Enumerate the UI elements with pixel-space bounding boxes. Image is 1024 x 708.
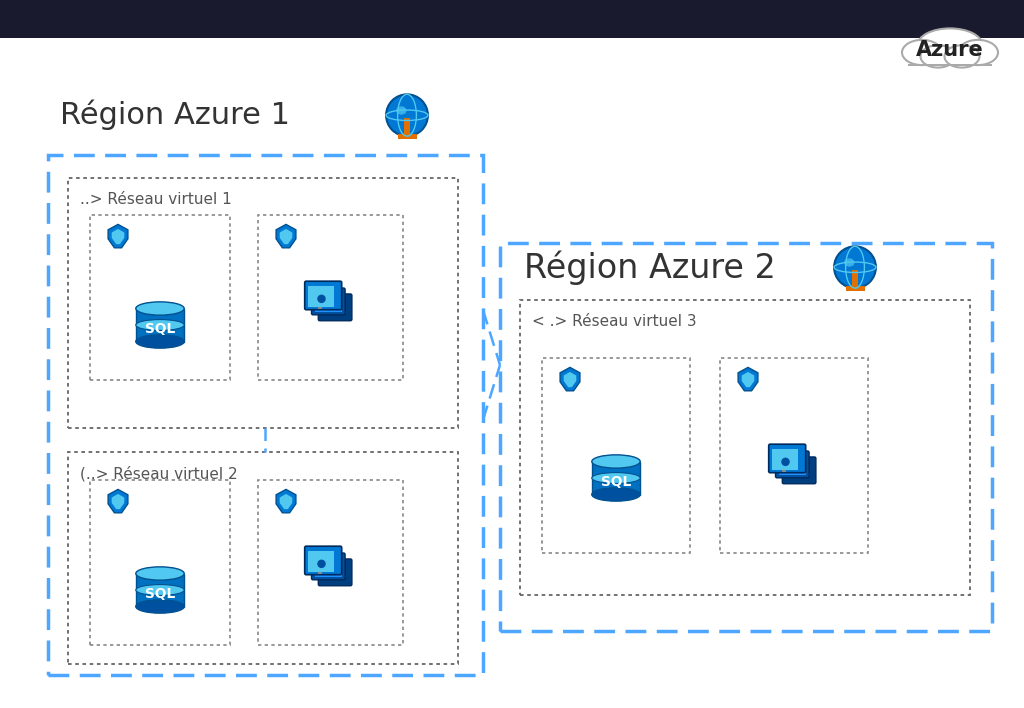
Polygon shape [109,224,128,248]
Bar [500,243,992,631]
Ellipse shape [136,335,184,348]
Ellipse shape [958,40,998,65]
Bar [520,300,970,595]
Ellipse shape [835,246,876,288]
FancyBboxPatch shape [769,444,806,473]
Polygon shape [563,372,577,387]
Ellipse shape [136,567,184,580]
Polygon shape [738,367,758,391]
FancyBboxPatch shape [314,557,342,576]
Text: SQL: SQL [601,475,631,489]
Bar [136,309,184,341]
Bar [0,0,1024,38]
Bar [592,462,640,494]
Ellipse shape [396,106,407,115]
Polygon shape [276,224,296,248]
Text: SQL: SQL [144,322,175,336]
Bar [846,286,864,291]
Polygon shape [280,494,292,509]
Ellipse shape [921,45,955,67]
Bar [542,358,690,553]
Bar [782,467,785,472]
Ellipse shape [136,302,184,315]
Text: Azure: Azure [916,40,984,60]
Bar [318,304,322,309]
Bar [404,118,410,135]
Ellipse shape [136,585,184,595]
Bar [68,452,458,664]
Bar [90,480,230,645]
Bar [318,569,322,574]
Ellipse shape [844,258,854,267]
Ellipse shape [317,295,326,303]
Text: < .> Réseau virtuel 3: < .> Réseau virtuel 3 [532,314,696,329]
FancyBboxPatch shape [775,451,809,478]
Polygon shape [741,372,755,387]
Bar [48,155,483,675]
Polygon shape [112,229,124,244]
Bar [258,480,403,645]
Ellipse shape [781,457,790,466]
FancyBboxPatch shape [308,551,334,571]
Polygon shape [109,489,128,513]
Bar [852,270,858,287]
Ellipse shape [592,488,640,501]
Bar [908,45,992,65]
Text: Région Azure 2: Région Azure 2 [524,251,776,285]
FancyBboxPatch shape [772,449,798,469]
FancyBboxPatch shape [318,559,352,586]
FancyBboxPatch shape [778,455,806,474]
Ellipse shape [918,28,982,62]
Text: SQL: SQL [144,588,175,601]
Text: (..> Réseau virtuel 2: (..> Réseau virtuel 2 [80,467,238,481]
Polygon shape [276,489,296,513]
Bar [136,573,184,607]
FancyBboxPatch shape [782,457,816,484]
FancyBboxPatch shape [308,286,334,307]
Bar [720,358,868,553]
Bar [258,215,403,380]
FancyBboxPatch shape [314,292,342,312]
Bar [908,64,992,66]
Bar [68,178,458,428]
FancyBboxPatch shape [318,294,352,321]
Ellipse shape [386,94,428,136]
Text: ..> Réseau virtuel 1: ..> Réseau virtuel 1 [80,193,231,207]
Ellipse shape [317,559,326,568]
Text: Région Azure 1: Région Azure 1 [60,100,290,130]
Bar [397,135,417,139]
Polygon shape [112,494,124,509]
Polygon shape [280,229,292,244]
FancyBboxPatch shape [311,288,345,315]
Ellipse shape [902,40,942,65]
Bar [90,215,230,380]
FancyBboxPatch shape [305,546,342,575]
Ellipse shape [136,600,184,613]
Ellipse shape [592,455,640,468]
FancyBboxPatch shape [305,281,342,309]
Polygon shape [560,367,580,391]
Ellipse shape [944,45,980,67]
Ellipse shape [592,472,640,484]
Ellipse shape [136,319,184,331]
FancyBboxPatch shape [311,553,345,580]
